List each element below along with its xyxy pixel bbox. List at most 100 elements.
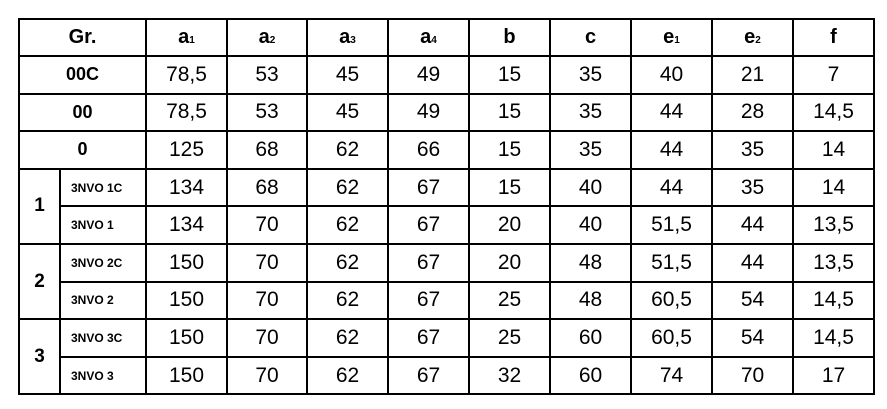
value-cell: 35 (711, 130, 794, 170)
value-cell: 20 (468, 205, 551, 245)
value-cell: 44 (630, 92, 713, 133)
value-cell: 62 (306, 355, 389, 396)
value-cell: 54 (711, 318, 794, 358)
value-cell: 45 (306, 55, 389, 95)
value-cell: 25 (468, 280, 551, 321)
value-cell: 51,5 (630, 205, 713, 245)
header-label: f (830, 26, 837, 48)
table-row: 0 125 68 62 66 15 35 44 35 14 (18, 130, 875, 170)
value-cell: 70 (226, 318, 308, 358)
value-cell: 28 (711, 92, 794, 133)
value-cell: 68 (226, 167, 308, 208)
value-cell: 67 (387, 242, 470, 283)
value-cell: 14 (792, 167, 875, 208)
table-row: 2 3NVO 2C 150 70 62 67 20 48 51,5 44 13,5 (18, 242, 875, 321)
value-cell: 51,5 (630, 242, 713, 283)
value-cell: 150 (145, 318, 228, 358)
header-a4: a4 (387, 18, 470, 57)
value-cell: 68 (226, 130, 308, 170)
table-row: 00C 78,5 53 45 49 15 35 40 21 7 (18, 55, 875, 95)
value-cell: 60 (549, 355, 632, 396)
model-cell: 3NVO 2C (59, 242, 147, 283)
value-cell: 70 (226, 242, 308, 283)
value-cell: 70 (226, 280, 308, 321)
value-cell: 44 (630, 130, 713, 170)
header-subscript: 3 (350, 35, 356, 46)
header-a1: a1 (145, 18, 228, 57)
value-cell: 134 (145, 167, 228, 208)
value-cell: 15 (468, 92, 551, 133)
header-label: a (339, 26, 351, 48)
value-cell: 60 (549, 318, 632, 358)
header-subscript: 2 (269, 35, 276, 46)
value-cell: 17 (792, 355, 875, 396)
header-row: Gr. a1 a2 a3 a4 b c e1 e2 f (18, 18, 875, 57)
value-cell: 70 (226, 355, 308, 396)
value-cell: 13,5 (792, 205, 875, 245)
header-subscript: 2 (755, 35, 761, 46)
header-f: f (792, 18, 875, 57)
value-cell: 32 (468, 355, 551, 396)
value-cell: 44 (630, 167, 713, 208)
value-cell: 67 (387, 280, 470, 321)
value-cell: 35 (549, 130, 632, 170)
value-cell: 49 (387, 55, 470, 95)
value-cell: 62 (306, 205, 389, 245)
value-cell: 15 (468, 130, 551, 170)
value-cell: 48 (549, 280, 632, 321)
value-cell: 40 (630, 55, 713, 95)
value-cell: 60,5 (630, 318, 713, 358)
value-cell: 62 (306, 167, 389, 208)
value-cell: 125 (145, 130, 228, 170)
header-label: e (744, 26, 756, 48)
value-cell: 53 (226, 92, 308, 133)
model-cell: 3NVO 2 (59, 280, 147, 321)
value-cell: 49 (387, 92, 470, 133)
dimensions-table: Gr. a1 a2 a3 a4 b c e1 e2 f 00C 78,5 53 45 49 15 35 40 2… (18, 18, 875, 396)
value-cell: 66 (387, 130, 470, 170)
header-e1: e1 (630, 18, 713, 57)
header-subscript: 1 (674, 35, 680, 46)
value-cell: 62 (306, 280, 389, 321)
value-cell: 48 (549, 242, 632, 283)
group-cell: 2 (18, 242, 61, 321)
value-cell: 40 (549, 167, 632, 208)
header-subscript: 4 (431, 35, 437, 46)
value-cell: 53 (226, 55, 308, 95)
value-cell: 67 (387, 205, 470, 245)
model-cell: 3NVO 3 (59, 355, 147, 396)
table-row: 00 78,5 53 45 49 15 35 44 28 14,5 (18, 92, 875, 133)
value-cell: 15 (468, 55, 551, 95)
model-cell: 3NVO 1 (59, 205, 147, 245)
value-cell: 44 (711, 242, 794, 283)
table-row: 3NVO 2 150 70 62 67 25 48 60,5 54 14,5 (19, 280, 875, 321)
group-cell: 00C (18, 55, 147, 95)
value-cell: 62 (306, 318, 389, 358)
group-cell: 3 (18, 318, 61, 396)
header-label: b (503, 26, 516, 48)
header-label: c (584, 26, 597, 48)
value-cell: 35 (549, 92, 632, 133)
value-cell: 25 (468, 318, 551, 358)
value-cell: 54 (711, 280, 794, 321)
group-cell: 0 (18, 130, 147, 170)
table-row: 3NVO 3 150 70 62 67 32 60 74 70 17 (19, 355, 875, 396)
header-a2: a2 (226, 18, 308, 57)
value-cell: 14,5 (792, 92, 875, 133)
header-label: a (420, 26, 432, 48)
value-cell: 40 (549, 205, 632, 245)
value-cell: 78,5 (145, 55, 228, 95)
value-cell: 74 (630, 355, 713, 396)
value-cell: 45 (306, 92, 389, 133)
value-cell: 44 (711, 205, 794, 245)
model-cell: 3NVO 1C (59, 167, 147, 208)
value-cell: 70 (226, 205, 308, 245)
value-cell: 20 (468, 242, 551, 283)
header-label: e (663, 26, 675, 48)
value-cell: 14,5 (792, 280, 875, 321)
value-cell: 60,5 (630, 280, 713, 321)
value-cell: 14 (792, 130, 875, 170)
value-cell: 150 (145, 355, 228, 396)
model-cell: 3NVO 3C (59, 318, 147, 358)
value-cell: 13,5 (792, 242, 875, 283)
